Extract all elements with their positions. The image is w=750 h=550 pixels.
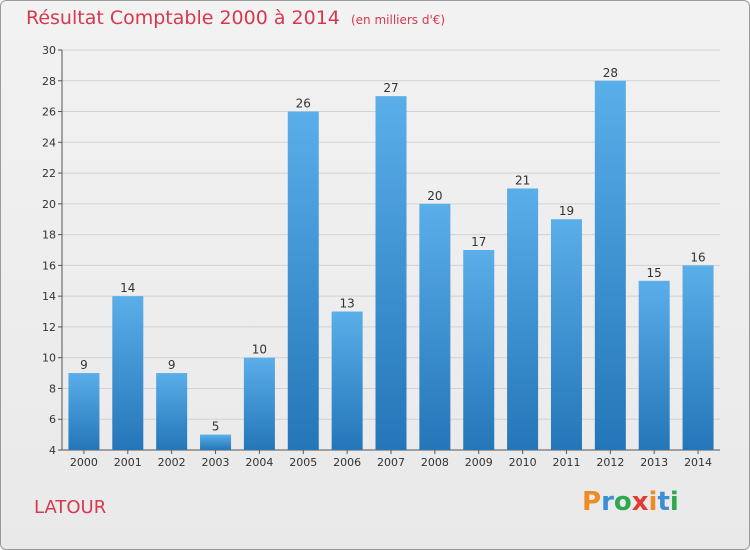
bar	[156, 373, 188, 450]
y-tick-label: 24	[42, 136, 56, 149]
bar	[638, 280, 670, 450]
y-tick-label: 18	[42, 229, 56, 242]
bar-value-label: 16	[690, 250, 705, 264]
bar-value-label: 19	[559, 204, 574, 218]
x-tick-label: 2004	[245, 456, 273, 469]
x-tick-label: 2010	[509, 456, 537, 469]
bar-value-label: 9	[80, 358, 88, 372]
y-tick-label: 4	[49, 444, 56, 457]
x-tick-label: 2011	[552, 456, 580, 469]
x-tick-label: 2013	[640, 456, 668, 469]
logo-letter: P	[582, 487, 602, 517]
bar-value-label: 27	[383, 81, 398, 95]
x-tick-label: 2009	[465, 456, 493, 469]
chart-title: Résultat Comptable 2000 à 2014 (en milli…	[26, 7, 445, 29]
x-tick-label: 2007	[377, 456, 405, 469]
bar-value-label: 5	[212, 420, 220, 434]
bar	[375, 96, 407, 451]
bar-value-label: 21	[515, 173, 530, 187]
logo-letter: i	[648, 487, 658, 517]
logo-letter: t	[657, 487, 670, 517]
y-tick-label: 20	[42, 198, 56, 211]
x-tick-label: 2006	[333, 456, 361, 469]
y-tick-label: 30	[42, 44, 56, 57]
y-tick-label: 6	[49, 413, 56, 426]
x-tick-label: 2003	[202, 456, 230, 469]
bar-value-label: 20	[427, 189, 442, 203]
bar	[507, 188, 539, 450]
bar-value-label: 28	[603, 66, 618, 80]
bar	[68, 373, 100, 450]
bar	[243, 357, 275, 450]
bar-value-label: 17	[471, 235, 486, 249]
y-tick-label: 22	[42, 167, 56, 180]
y-tick-label: 14	[42, 290, 56, 303]
proxiti-logo: Proxiti	[582, 487, 679, 517]
bar	[463, 250, 495, 450]
bar	[331, 311, 363, 450]
x-tick-label: 2012	[596, 456, 624, 469]
bar	[419, 203, 451, 450]
title-text: Résultat Comptable 2000 à 2014	[26, 7, 340, 29]
bar-value-label: 10	[252, 343, 267, 357]
bar	[287, 111, 319, 451]
x-tick-label: 2002	[158, 456, 186, 469]
bar-value-label: 26	[296, 97, 311, 111]
x-tick-label: 2000	[70, 456, 98, 469]
x-tick-label: 2008	[421, 456, 449, 469]
y-tick-label: 8	[49, 382, 56, 395]
logo-letter: o	[613, 487, 632, 517]
commune-name: LATOUR	[34, 497, 107, 518]
bar-value-label: 13	[339, 297, 354, 311]
bar	[112, 296, 144, 450]
y-tick-label: 12	[42, 321, 56, 334]
x-tick-label: 2005	[289, 456, 317, 469]
bar-value-label: 14	[120, 281, 135, 295]
y-tick-label: 16	[42, 259, 56, 272]
y-tick-label: 26	[42, 106, 56, 119]
bar	[550, 219, 582, 450]
logo-letter: i	[669, 487, 679, 517]
bar	[682, 265, 714, 450]
x-tick-label: 2014	[684, 456, 712, 469]
bar-value-label: 9	[168, 358, 176, 372]
y-tick-label: 10	[42, 352, 56, 365]
x-tick-label: 2001	[114, 456, 142, 469]
unit-text: (en milliers d'€)	[350, 13, 446, 27]
bar	[594, 80, 626, 451]
logo-letter: r	[601, 487, 614, 517]
bar	[200, 434, 232, 450]
y-tick-label: 28	[42, 75, 56, 88]
logo-letter: x	[631, 487, 649, 517]
bar-value-label: 15	[647, 266, 662, 280]
